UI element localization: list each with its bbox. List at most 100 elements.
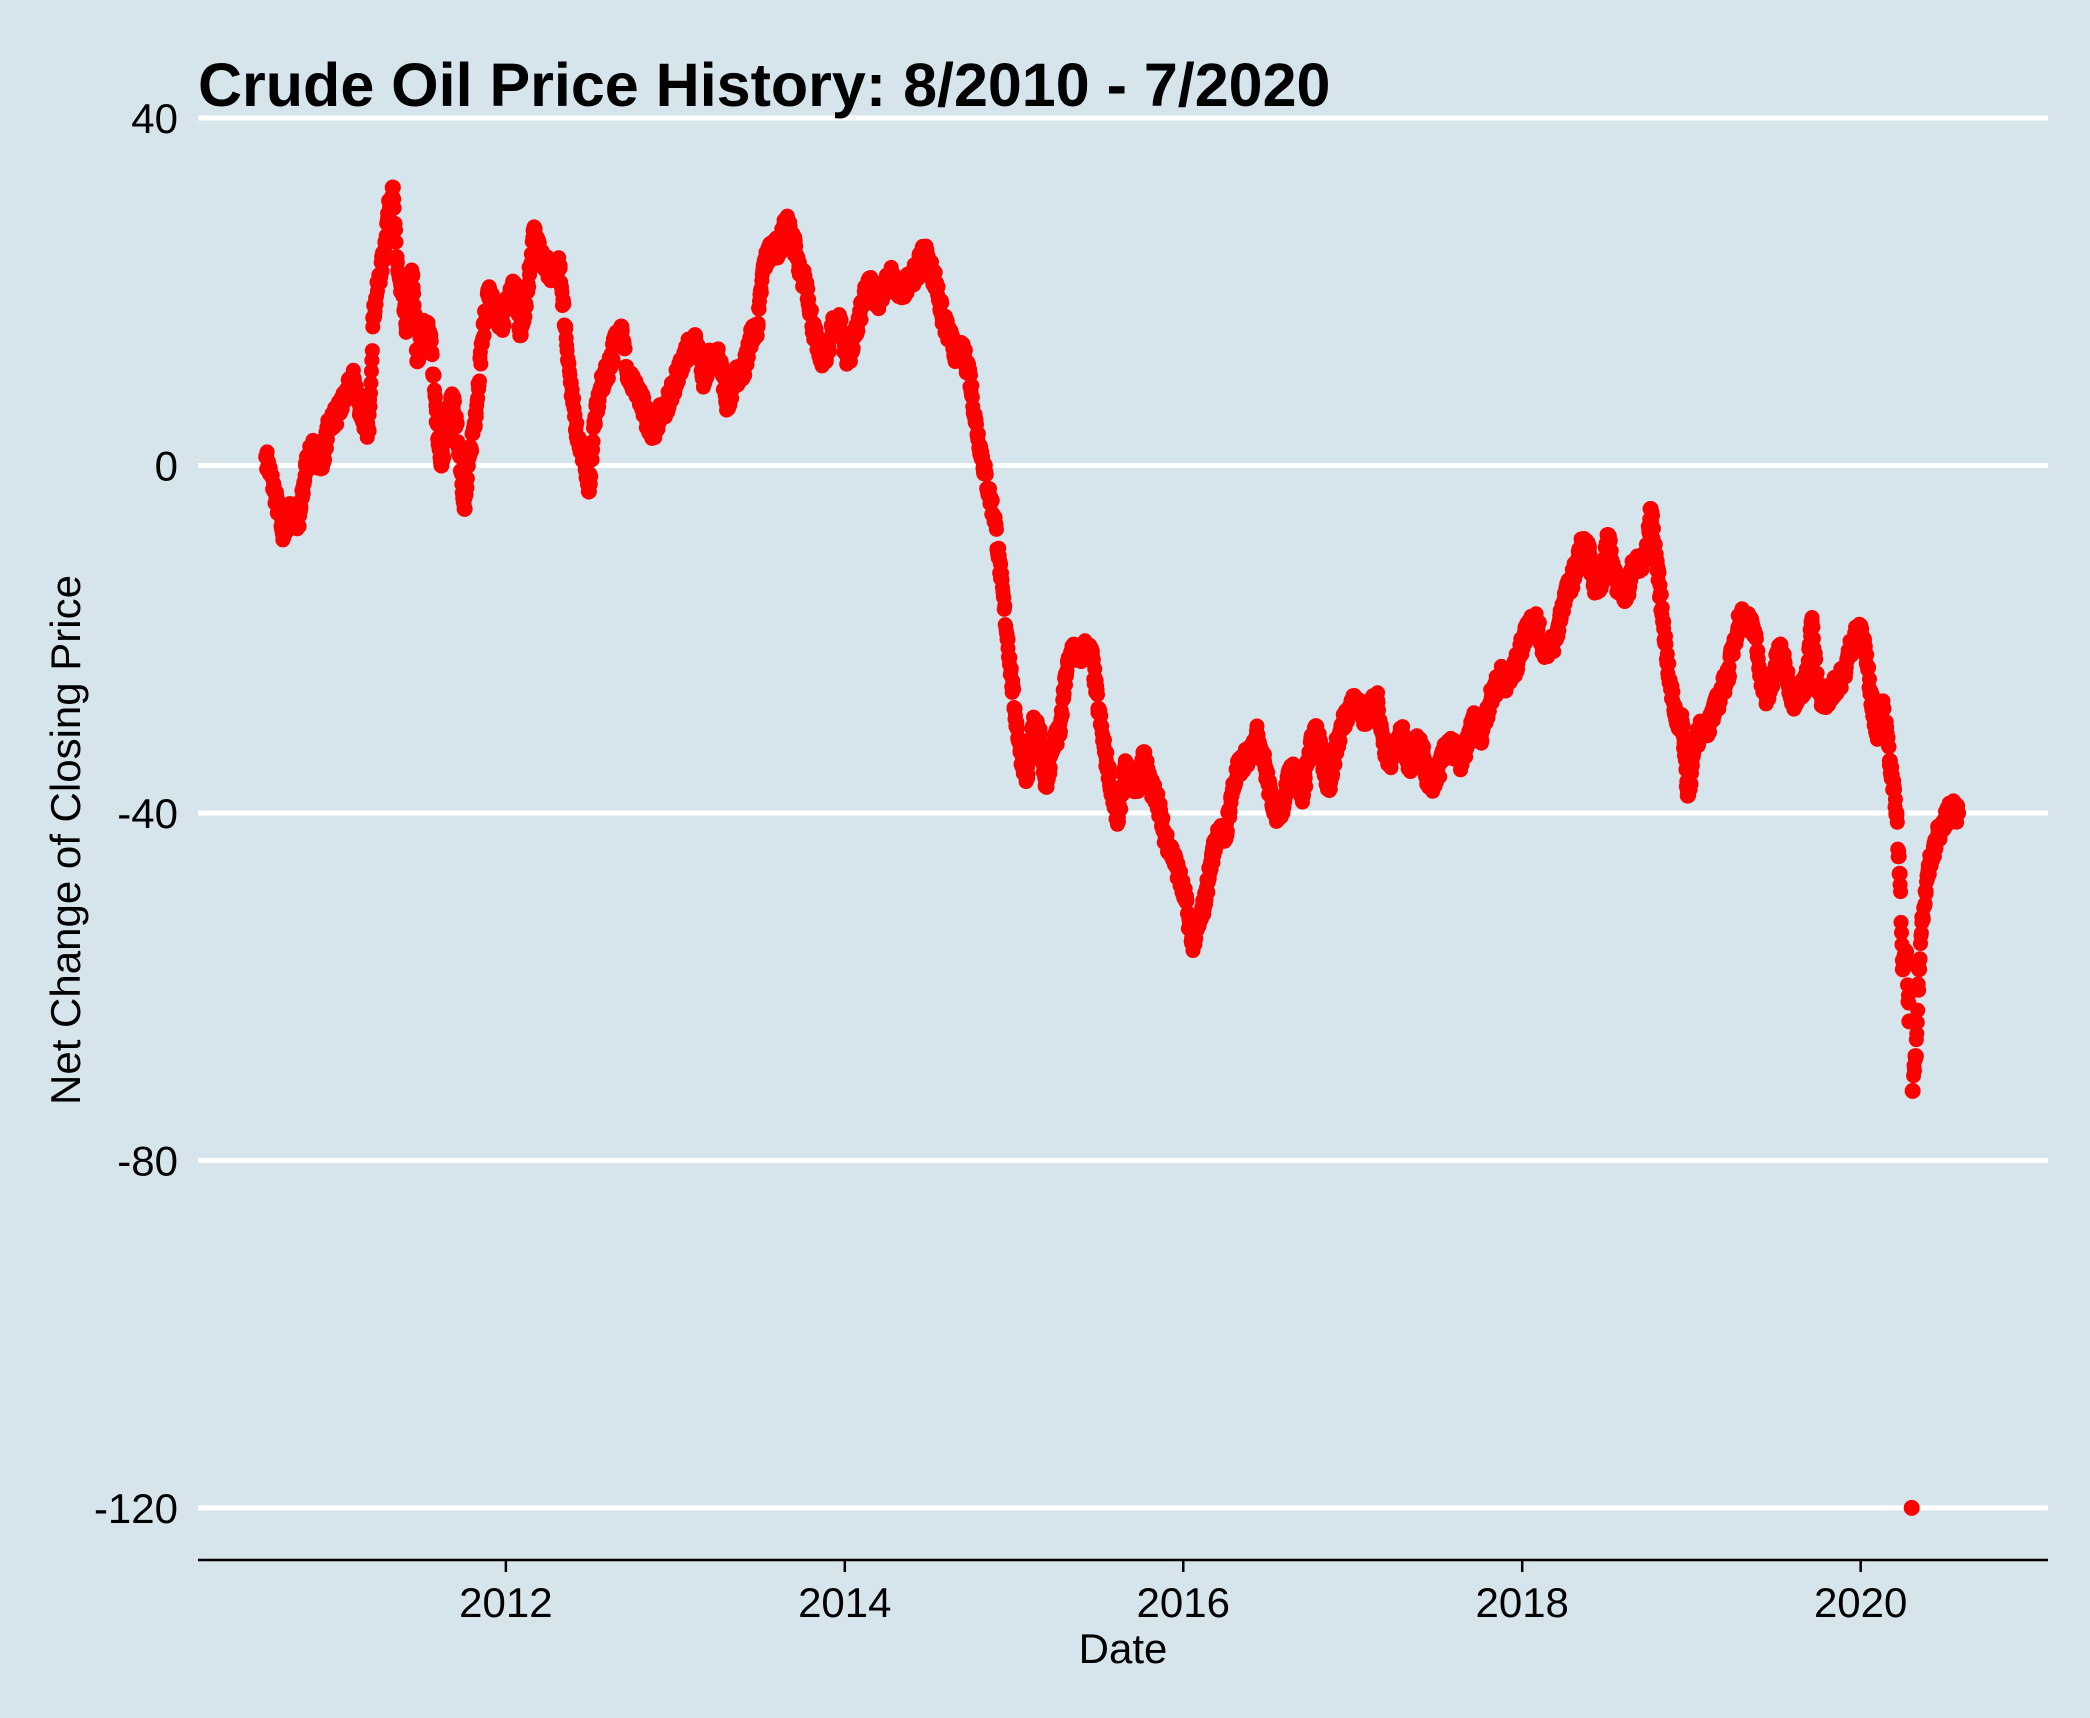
data-point	[1665, 684, 1681, 700]
data-point	[803, 302, 819, 318]
data-point	[556, 296, 572, 312]
chart-title: Crude Oil Price History: 8/2010 - 7/2020	[198, 51, 1330, 119]
data-point	[1875, 700, 1892, 717]
data-point	[1805, 619, 1821, 635]
data-point	[853, 312, 869, 328]
data-point	[1905, 1083, 1921, 1099]
x-axis-title: Date	[1079, 1625, 1168, 1672]
data-point	[363, 375, 379, 391]
y-tick-label: -40	[117, 790, 178, 837]
data-point	[1651, 564, 1667, 580]
data-point	[405, 268, 421, 284]
data-point	[362, 398, 378, 414]
data-point	[388, 234, 404, 250]
data-point	[496, 317, 512, 333]
data-point	[1906, 1062, 1922, 1078]
data-point	[446, 393, 462, 409]
data-point	[1332, 733, 1348, 749]
data-point	[750, 315, 766, 331]
data-point	[1654, 600, 1670, 616]
data-point	[1912, 951, 1928, 967]
data-point	[930, 279, 946, 295]
x-tick-label: 2016	[1137, 1579, 1230, 1626]
data-point	[617, 341, 633, 357]
data-point	[1113, 801, 1129, 817]
data-point	[424, 347, 440, 363]
data-point	[423, 333, 439, 349]
data-point	[468, 409, 484, 425]
data-point	[753, 285, 769, 301]
data-point	[1909, 1014, 1925, 1030]
data-point	[1891, 848, 1907, 864]
data-point	[997, 598, 1013, 614]
data-point	[1893, 884, 1909, 900]
data-point	[1702, 724, 1718, 740]
data-point	[518, 298, 534, 314]
data-point	[385, 179, 401, 195]
data-point	[360, 422, 377, 439]
data-point	[934, 295, 950, 311]
data-point	[587, 416, 603, 432]
data-point	[1861, 671, 1877, 687]
data-point	[388, 222, 404, 238]
data-point	[988, 521, 1004, 537]
data-point	[1002, 650, 1018, 666]
data-point	[1911, 982, 1927, 998]
data-point	[1909, 1026, 1925, 1042]
data-point	[1918, 886, 1934, 902]
data-point	[1006, 681, 1022, 697]
data-point	[970, 426, 986, 442]
y-tick-label: -120	[94, 1485, 178, 1532]
data-point	[964, 378, 980, 394]
data-point	[1653, 586, 1669, 602]
data-point	[1903, 1499, 1920, 1516]
data-point	[583, 468, 599, 484]
data-point	[456, 500, 473, 517]
y-tick-label: 0	[155, 442, 178, 489]
y-axis-title: Net Change of Closing Price	[42, 575, 89, 1105]
data-point	[1861, 659, 1877, 675]
x-tick-label: 2018	[1475, 1579, 1568, 1626]
x-tick-label: 2012	[459, 1579, 552, 1626]
data-point	[1432, 769, 1448, 785]
data-point	[984, 492, 1000, 508]
data-point	[386, 200, 402, 216]
data-point	[1298, 778, 1314, 794]
data-point	[436, 449, 452, 465]
data-point	[317, 452, 333, 468]
data-point	[605, 351, 621, 367]
y-tick-label: -80	[117, 1137, 178, 1184]
data-point	[1531, 615, 1547, 631]
data-point	[363, 363, 379, 379]
data-point	[1748, 631, 1764, 647]
x-tick-label: 2020	[1814, 1579, 1907, 1626]
data-point	[552, 260, 568, 276]
data-point	[471, 373, 487, 389]
data-point	[822, 343, 838, 359]
data-points	[258, 179, 1967, 1516]
data-point	[1327, 757, 1343, 773]
data-point	[1219, 823, 1235, 839]
data-point	[1052, 724, 1068, 740]
data-point	[459, 470, 475, 486]
data-point	[1042, 760, 1058, 776]
data-point	[1808, 651, 1824, 667]
x-tick-label: 2014	[798, 1579, 891, 1626]
data-point	[1102, 766, 1118, 782]
data-point	[426, 367, 442, 383]
data-point	[476, 327, 492, 343]
data-point	[464, 443, 480, 459]
data-point	[1915, 911, 1931, 927]
data-point	[1179, 893, 1195, 909]
data-point	[1096, 732, 1112, 748]
data-point	[833, 312, 849, 328]
data-point	[1644, 508, 1660, 524]
data-point	[1099, 745, 1115, 761]
data-point	[521, 279, 537, 295]
data-point	[1889, 814, 1905, 830]
data-point	[1020, 766, 1036, 782]
data-point	[508, 277, 524, 293]
data-point	[1032, 721, 1048, 737]
data-point	[1893, 925, 1909, 941]
